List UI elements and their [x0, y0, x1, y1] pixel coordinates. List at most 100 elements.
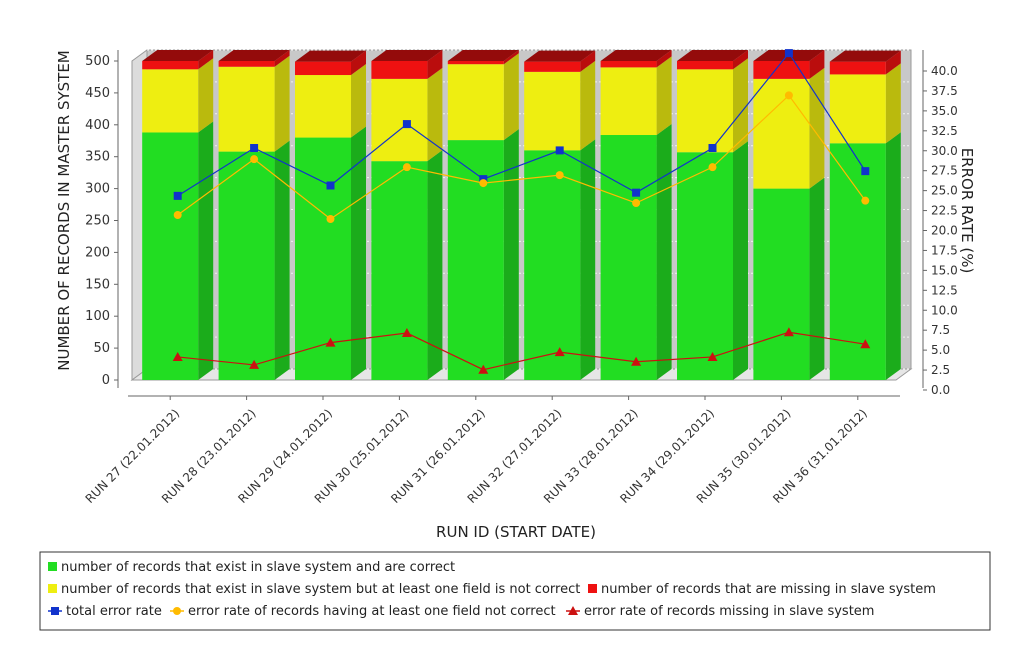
line-series: [172, 49, 871, 374]
bar: [218, 66, 275, 152]
bar-side: [733, 141, 748, 380]
bar-side: [733, 50, 748, 70]
bar-side: [580, 139, 596, 380]
bar-side: [198, 50, 214, 70]
legend-swatch: [48, 562, 57, 571]
bar: [829, 74, 886, 144]
y-tick-label: 100: [85, 309, 110, 324]
legend-item: number of records that are missing in sl…: [588, 582, 936, 597]
legend-label: number of records that exist in slave sy…: [61, 560, 455, 575]
data-point: [479, 179, 488, 188]
y2-axis-title: ERROR RATE (%): [958, 148, 976, 274]
bar-side: [809, 177, 825, 380]
bar-side: [274, 55, 290, 152]
bar: [371, 61, 428, 79]
data-point: [478, 364, 489, 374]
legend-label: number of records that are missing in sl…: [601, 582, 936, 597]
y2-tick-label: 15.0: [931, 263, 958, 277]
bar: [142, 61, 199, 70]
bar-side: [503, 53, 519, 141]
legend-label: error rate of records missing in slave s…: [584, 604, 874, 619]
data-point: [555, 146, 564, 155]
data-point: [326, 181, 335, 190]
bar-side: [580, 50, 596, 72]
y2-tick-label: 2.5: [931, 363, 950, 377]
legend-marker: [568, 606, 578, 615]
bar-stack: [829, 50, 901, 380]
y2-tick-label: 35.0: [931, 104, 958, 118]
bar-top: [524, 50, 596, 62]
y-tick-label: 250: [85, 214, 110, 229]
legend-box: [39, 551, 991, 631]
data-point: [402, 120, 411, 129]
bar-side: [274, 140, 290, 380]
bar-top: [829, 50, 901, 62]
bar: [829, 143, 886, 380]
y-tick-label: 200: [85, 245, 110, 260]
legend-item: number of records that exist in slave sy…: [48, 560, 455, 575]
data-point: [632, 188, 641, 197]
bar: [600, 135, 657, 380]
bar-side: [656, 124, 672, 381]
bar-side: [427, 150, 443, 380]
bar-top: [600, 50, 672, 61]
bar-side: [351, 50, 366, 76]
bar: [295, 75, 351, 138]
y2-tick-label: 27.5: [931, 164, 958, 178]
y2-tick-label: 22.5: [931, 204, 958, 218]
data-point: [784, 49, 793, 58]
y2-tick-label: 37.5: [931, 84, 958, 98]
bar: [371, 161, 428, 380]
data-point: [708, 144, 717, 153]
bar-top: [677, 50, 748, 61]
legend-item: error rate of records missing in slave s…: [566, 604, 874, 619]
legend-item: error rate of records having at least on…: [170, 604, 556, 619]
bar-side: [351, 126, 366, 380]
bar-side: [503, 129, 519, 380]
bar-side: [733, 58, 748, 153]
y2-tick-label: 40.0: [931, 64, 958, 78]
data-point: [173, 191, 182, 200]
bar: [371, 78, 428, 162]
data-point: [249, 359, 260, 369]
y2-tick-label: 7.5: [931, 323, 950, 337]
legend-swatch: [48, 584, 57, 593]
legend: number of records that exist in slave sy…: [39, 551, 991, 631]
legend-marker: [51, 607, 59, 615]
bar: [218, 61, 275, 67]
bar-side: [885, 132, 901, 380]
bar: [600, 61, 657, 68]
series-line: [177, 94, 866, 220]
data-point: [554, 347, 565, 357]
bar: [753, 61, 810, 79]
legend-label: error rate of records having at least on…: [188, 604, 556, 619]
y-axis-title: NUMBER OF RECORDS IN MASTER SYSTEM: [55, 50, 73, 371]
bar: [677, 69, 733, 153]
y-tick-label: 500: [85, 54, 110, 69]
bar-side: [427, 50, 443, 79]
bar-stack: [753, 50, 825, 380]
data-point: [783, 327, 794, 337]
data-point: [631, 356, 642, 366]
y-tick-label: 150: [85, 277, 110, 292]
bar: [524, 150, 581, 380]
bar: [142, 132, 199, 380]
data-point: [401, 328, 412, 338]
y2-tick-label: 10.0: [931, 303, 958, 317]
bar-side: [656, 50, 672, 68]
bar-side: [198, 58, 214, 133]
bar-top: [142, 50, 214, 61]
legend-swatch: [588, 584, 597, 593]
bar: [753, 188, 810, 380]
data-point: [173, 211, 182, 219]
bar: [524, 71, 581, 151]
bar-side: [809, 67, 825, 189]
bars: [142, 50, 901, 381]
bar: [142, 69, 199, 133]
bar-stack: [524, 50, 596, 380]
y2-tick-label: 17.5: [931, 243, 958, 257]
series-line: [177, 52, 866, 197]
bar-stack: [295, 50, 366, 380]
data-point: [784, 91, 793, 100]
